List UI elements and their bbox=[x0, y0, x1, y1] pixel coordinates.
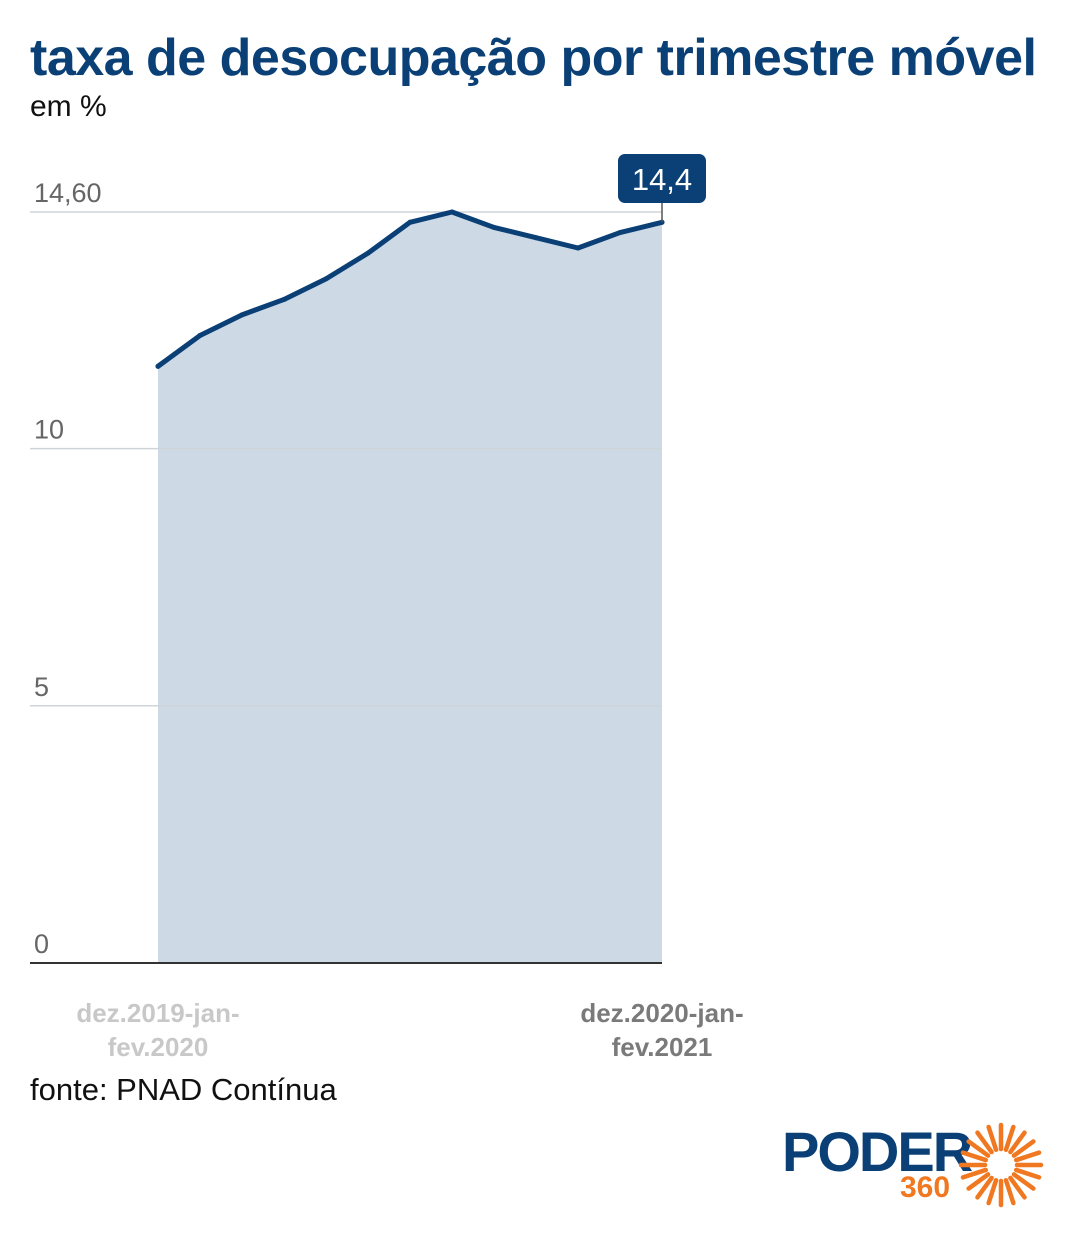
sun-ray bbox=[960, 1167, 989, 1180]
annotation-box bbox=[618, 154, 706, 203]
x-tick-label: fev.2020 bbox=[108, 1032, 209, 1062]
sun-ray bbox=[966, 1172, 991, 1191]
data-point bbox=[281, 296, 287, 302]
data-point bbox=[407, 219, 413, 225]
x-tick-label: dez.2020-jan- bbox=[580, 998, 743, 1028]
data-point bbox=[239, 312, 245, 318]
data-point bbox=[197, 332, 203, 338]
source-note: fonte: PNAD Contínua bbox=[30, 1072, 337, 1107]
data-point bbox=[155, 363, 161, 369]
sun-burst-icon bbox=[958, 1122, 1044, 1208]
logo-number: 360 bbox=[900, 1171, 951, 1204]
sun-ray bbox=[1011, 1172, 1036, 1191]
sun-ray bbox=[1008, 1130, 1027, 1155]
y-tick-label: 14,60 bbox=[34, 178, 102, 208]
data-point bbox=[449, 209, 455, 215]
area-chart: 0 5 10 14,60 14,4 dez.2019-jan-fev.2020 dez.20… bbox=[30, 154, 744, 1062]
y-tick-label: 5 bbox=[34, 672, 49, 702]
logo-word: PODER bbox=[782, 1120, 973, 1183]
annotation-label: 14,4 bbox=[632, 162, 692, 197]
sun-ray bbox=[960, 1150, 989, 1163]
data-point bbox=[491, 224, 497, 230]
sun-ray bbox=[1013, 1167, 1042, 1180]
y-tick-label: 0 bbox=[34, 929, 49, 959]
sun-ray bbox=[966, 1139, 991, 1158]
x-tick-label: fev.2021 bbox=[612, 1032, 713, 1062]
chart-title: taxa de desocupação por trimestre móvel bbox=[30, 29, 1037, 87]
data-point bbox=[365, 250, 371, 256]
data-point bbox=[533, 235, 539, 241]
y-tick-label: 10 bbox=[34, 415, 64, 445]
data-point bbox=[323, 276, 329, 282]
sun-ray bbox=[986, 1177, 999, 1206]
area-fill bbox=[158, 212, 662, 963]
poder360-logo: PODER 360 bbox=[782, 1120, 1044, 1210]
sun-ray bbox=[986, 1124, 999, 1153]
sun-ray bbox=[1008, 1175, 1027, 1200]
sun-ray bbox=[1003, 1177, 1016, 1206]
sun-ray bbox=[1011, 1139, 1036, 1158]
data-point bbox=[575, 245, 581, 251]
x-tick-label: dez.2019-jan- bbox=[76, 998, 239, 1028]
chart-subtitle: em % bbox=[30, 90, 107, 123]
sun-ray bbox=[975, 1175, 994, 1200]
sun-ray bbox=[1003, 1124, 1016, 1153]
data-point bbox=[617, 230, 623, 236]
sun-ray bbox=[1013, 1150, 1042, 1163]
sun-ray bbox=[975, 1130, 994, 1155]
